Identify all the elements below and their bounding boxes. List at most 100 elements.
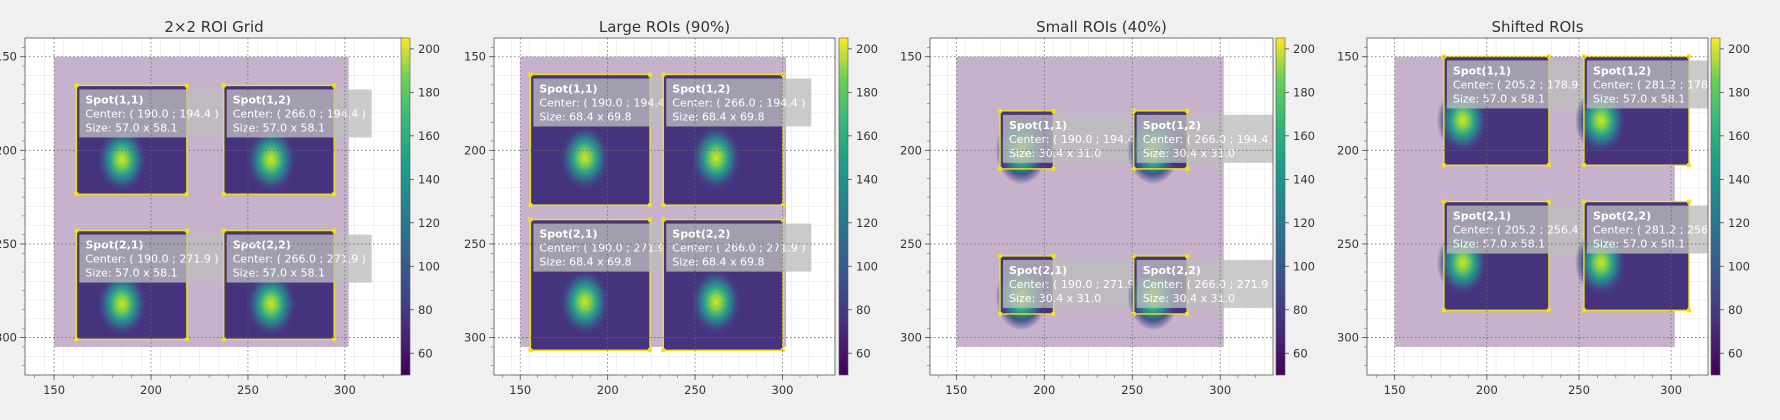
x-tick-label: 300: [1209, 383, 1231, 397]
roi-handle[interactable]: [74, 83, 78, 87]
roi-handle[interactable]: [1051, 109, 1055, 113]
roi-handle[interactable]: [1185, 254, 1189, 258]
y-tick-label: 200: [900, 143, 922, 157]
roi-handle[interactable]: [1185, 312, 1189, 316]
roi-label-title: Spot(2,1): [1453, 210, 1511, 223]
roi-handle[interactable]: [1442, 200, 1446, 204]
roi-handle[interactable]: [1442, 308, 1446, 312]
roi-handle[interactable]: [74, 229, 78, 233]
colorbar-tick-label: 160: [1728, 129, 1750, 143]
roi-4[interactable]: Spot(2,2)Center: ( 281.2 ; 256.4 )Size: …: [1575, 200, 1732, 313]
roi-label-size: Size: 30.4 x 31.0: [1009, 147, 1101, 160]
roi-handle[interactable]: [1051, 167, 1055, 171]
colorbar-tick-label: 120: [418, 216, 440, 230]
x-tick-label: 200: [140, 383, 162, 397]
roi-handle[interactable]: [998, 167, 1002, 171]
spot-glow: [559, 124, 611, 192]
roi-handle[interactable]: [661, 73, 665, 77]
x-tick-label: 250: [1568, 383, 1590, 397]
roi-handle[interactable]: [1442, 163, 1446, 167]
roi-handle[interactable]: [1547, 308, 1551, 312]
y-tick-label: 150: [464, 50, 486, 64]
roi-label-title: Spot(2,1): [1009, 264, 1067, 277]
roi-label-center: Center: ( 266.0 ; 271.9 ): [1143, 278, 1276, 291]
roi-label-size: Size: 57.0 x 58.1: [85, 121, 177, 134]
x-tick-label: 200: [597, 383, 619, 397]
roi-handle[interactable]: [661, 348, 665, 352]
colorbar-gradient: [839, 38, 848, 375]
colorbar-tick-label: 140: [1293, 172, 1315, 186]
roi-handle[interactable]: [661, 218, 665, 222]
roi-label-size: Size: 30.4 x 31.0: [1009, 292, 1101, 305]
colorbar-tick-label: 160: [1293, 129, 1315, 143]
roi-handle[interactable]: [528, 73, 532, 77]
roi-handle[interactable]: [222, 192, 226, 196]
chart-panel-1: Spot(1,1)Center: ( 190.0 ; 194.4 )Size: …: [0, 18, 440, 397]
colorbar-tick-label: 180: [856, 85, 878, 99]
colorbar-tick-label: 60: [856, 346, 871, 360]
roi-handle[interactable]: [998, 312, 1002, 316]
roi-handle[interactable]: [648, 348, 652, 352]
roi-handle[interactable]: [1051, 312, 1055, 316]
y-tick-label: 300: [0, 331, 17, 345]
colorbar-tick-label: 180: [1728, 85, 1750, 99]
colorbar-tick-label: 100: [1293, 259, 1315, 273]
roi-handle[interactable]: [998, 254, 1002, 258]
roi-handle[interactable]: [1547, 163, 1551, 167]
colorbar-tick-label: 180: [1293, 85, 1315, 99]
colorbar-gradient: [401, 38, 410, 375]
roi-handle[interactable]: [661, 203, 665, 207]
x-tick-label: 150: [1384, 383, 1406, 397]
y-tick-label: 150: [0, 50, 17, 64]
roi-handle[interactable]: [1687, 163, 1691, 167]
roi-handle[interactable]: [528, 348, 532, 352]
x-tick-label: 150: [43, 383, 65, 397]
roi-2[interactable]: Spot(1,2)Center: ( 281.2 ; 178.9 )Size: …: [1575, 54, 1732, 167]
roi-handle[interactable]: [1051, 254, 1055, 258]
roi-handle[interactable]: [222, 83, 226, 87]
roi-handle[interactable]: [222, 229, 226, 233]
colorbar-tick-label: 100: [1728, 259, 1750, 273]
roi-handle[interactable]: [185, 83, 189, 87]
roi-label-size: Size: 68.4 x 69.8: [539, 111, 631, 124]
roi-label-size: Size: 30.4 x 31.0: [1143, 147, 1235, 160]
roi-handle[interactable]: [1687, 308, 1691, 312]
roi-handle[interactable]: [332, 83, 336, 87]
spot-glow: [690, 124, 742, 192]
x-tick-label: 200: [1033, 383, 1055, 397]
roi-handle[interactable]: [648, 73, 652, 77]
roi-label-title: Spot(1,2): [1143, 119, 1201, 132]
colorbar-tick-label: 160: [418, 129, 440, 143]
roi-handle[interactable]: [1687, 200, 1691, 204]
roi-handle[interactable]: [648, 203, 652, 207]
roi-handle[interactable]: [74, 192, 78, 196]
roi-label-center: Center: ( 266.0 ; 194.4 ): [672, 97, 805, 110]
chart-panel-4: Spot(1,1)Center: ( 205.2 ; 178.9 )Size: …: [1337, 18, 1750, 397]
roi-handle[interactable]: [1185, 109, 1189, 113]
y-tick-label: 250: [1337, 237, 1359, 251]
roi-handle[interactable]: [332, 192, 336, 196]
roi-handle[interactable]: [1185, 167, 1189, 171]
colorbar-tick-label: 100: [856, 259, 878, 273]
roi-handle[interactable]: [185, 192, 189, 196]
roi-handle[interactable]: [1582, 200, 1586, 204]
y-tick-label: 150: [900, 50, 922, 64]
roi-handle[interactable]: [998, 109, 1002, 113]
colorbar-tick-label: 200: [1728, 42, 1750, 56]
roi-label-title: Spot(1,1): [1453, 64, 1511, 77]
y-tick-label: 200: [464, 143, 486, 157]
roi-handle[interactable]: [185, 229, 189, 233]
colorbar-tick-label: 140: [856, 172, 878, 186]
roi-handle[interactable]: [528, 218, 532, 222]
roi-handle[interactable]: [648, 218, 652, 222]
roi-handle[interactable]: [528, 203, 532, 207]
chart-title: Large ROIs (90%): [599, 18, 730, 36]
roi-label-title: Spot(1,2): [672, 83, 730, 96]
x-tick-label: 250: [684, 383, 706, 397]
roi-handle[interactable]: [1547, 200, 1551, 204]
colorbar-tick-label: 80: [856, 303, 871, 317]
roi-handle[interactable]: [1582, 308, 1586, 312]
roi-handle[interactable]: [332, 229, 336, 233]
roi-handle[interactable]: [1582, 163, 1586, 167]
